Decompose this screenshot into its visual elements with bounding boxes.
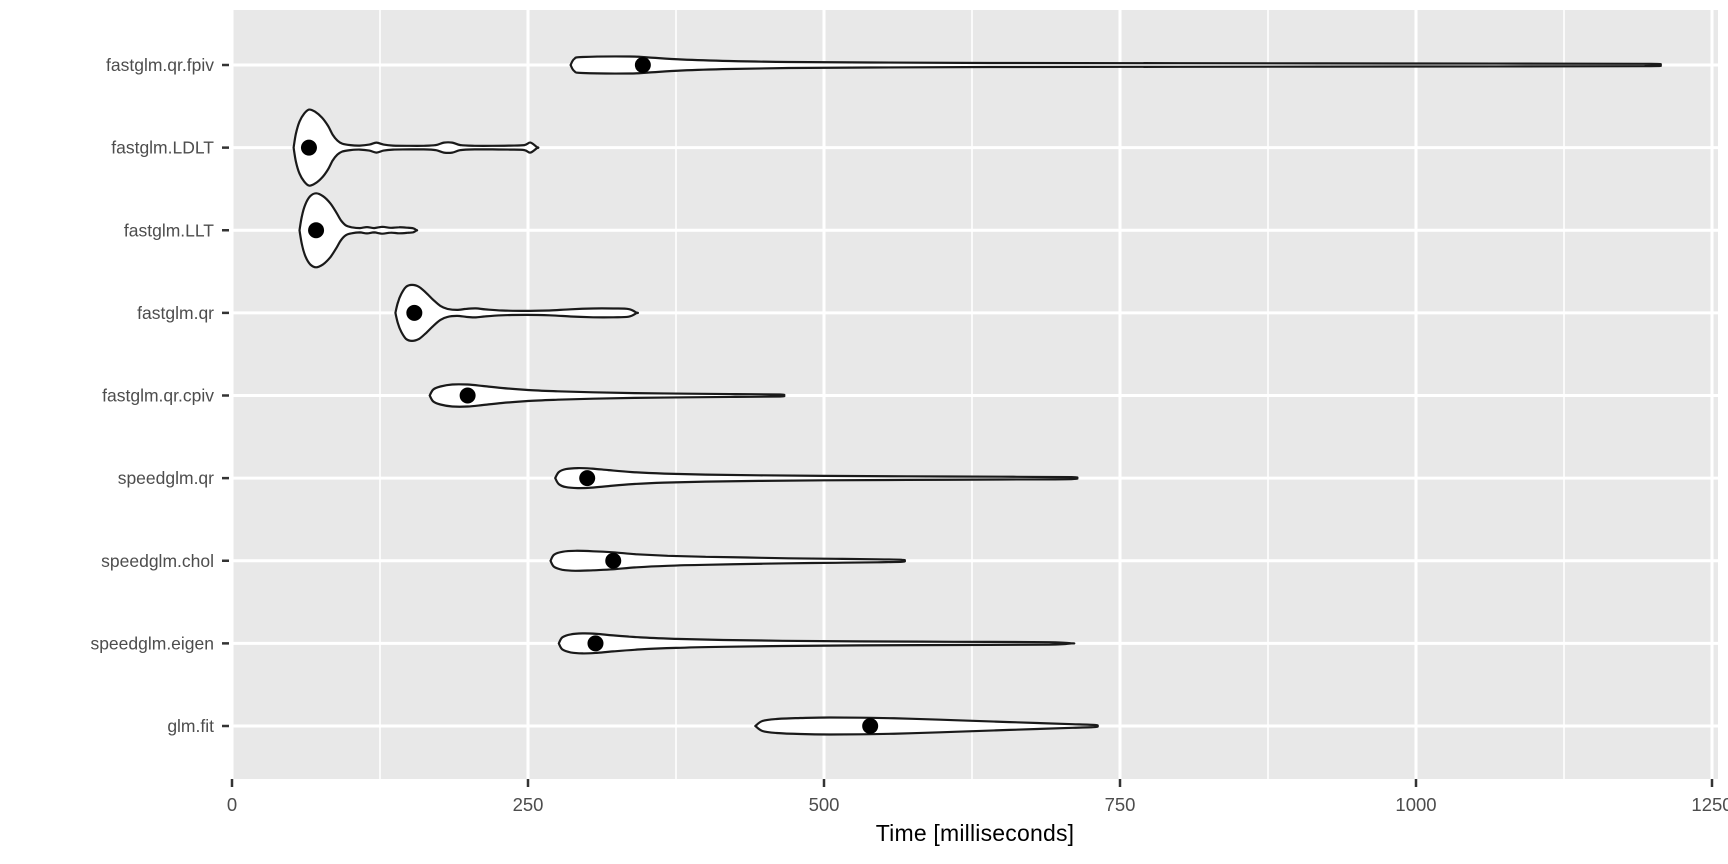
median-point-fastglm.LDLT	[300, 139, 317, 156]
y-axis-label-fastglm.qr.cpiv: fastglm.qr.cpiv	[102, 386, 214, 406]
x-tick-label-1000: 1000	[1395, 794, 1436, 815]
median-point-glm.fit	[862, 718, 879, 734]
x-tick-label-1250: 1250	[1691, 794, 1728, 815]
x-tick-label-750: 750	[1105, 794, 1136, 815]
violin-glm.fit	[754, 716, 1099, 736]
y-axis-label-speedglm.chol: speedglm.chol	[101, 551, 214, 571]
median-point-speedglm.qr	[579, 470, 596, 487]
violin-fastglm.LLT	[298, 192, 419, 269]
median-point-fastglm.qr.cpiv	[459, 387, 476, 404]
x-tick-label-500: 500	[809, 794, 840, 815]
median-point-fastglm.qr	[406, 304, 423, 321]
y-axis-label-fastglm.LLT: fastglm.LLT	[124, 220, 214, 240]
y-axis-label-fastglm.qr.fpiv: fastglm.qr.fpiv	[106, 55, 214, 75]
x-axis-title: Time [milliseconds]	[875, 820, 1075, 846]
violin-fastglm.qr.fpiv	[569, 55, 1662, 75]
x-tick-label-250: 250	[513, 794, 544, 815]
median-point-fastglm.qr.fpiv	[634, 57, 651, 73]
violin-fastglm.qr	[394, 283, 640, 342]
violin-speedglm.chol	[549, 549, 906, 572]
y-axis-label-fastglm.LDLT: fastglm.LDLT	[111, 138, 214, 158]
x-tick-label-0: 0	[227, 794, 237, 815]
violin-fastglm.LDLT	[292, 108, 540, 187]
y-axis-label-fastglm.qr: fastglm.qr	[137, 303, 214, 323]
y-axis-label-speedglm.qr: speedglm.qr	[118, 468, 214, 488]
median-point-fastglm.LLT	[308, 222, 325, 239]
y-axis-label-glm.fit: glm.fit	[167, 716, 214, 736]
y-axis-label-speedglm.eigen: speedglm.eigen	[90, 633, 214, 653]
median-point-speedglm.eigen	[587, 635, 604, 652]
violin-speedglm.qr	[554, 466, 1079, 490]
median-point-speedglm.chol	[605, 552, 622, 569]
violin-fastglm.qr.cpiv	[428, 383, 786, 408]
violin-speedglm.eigen	[557, 632, 1076, 655]
